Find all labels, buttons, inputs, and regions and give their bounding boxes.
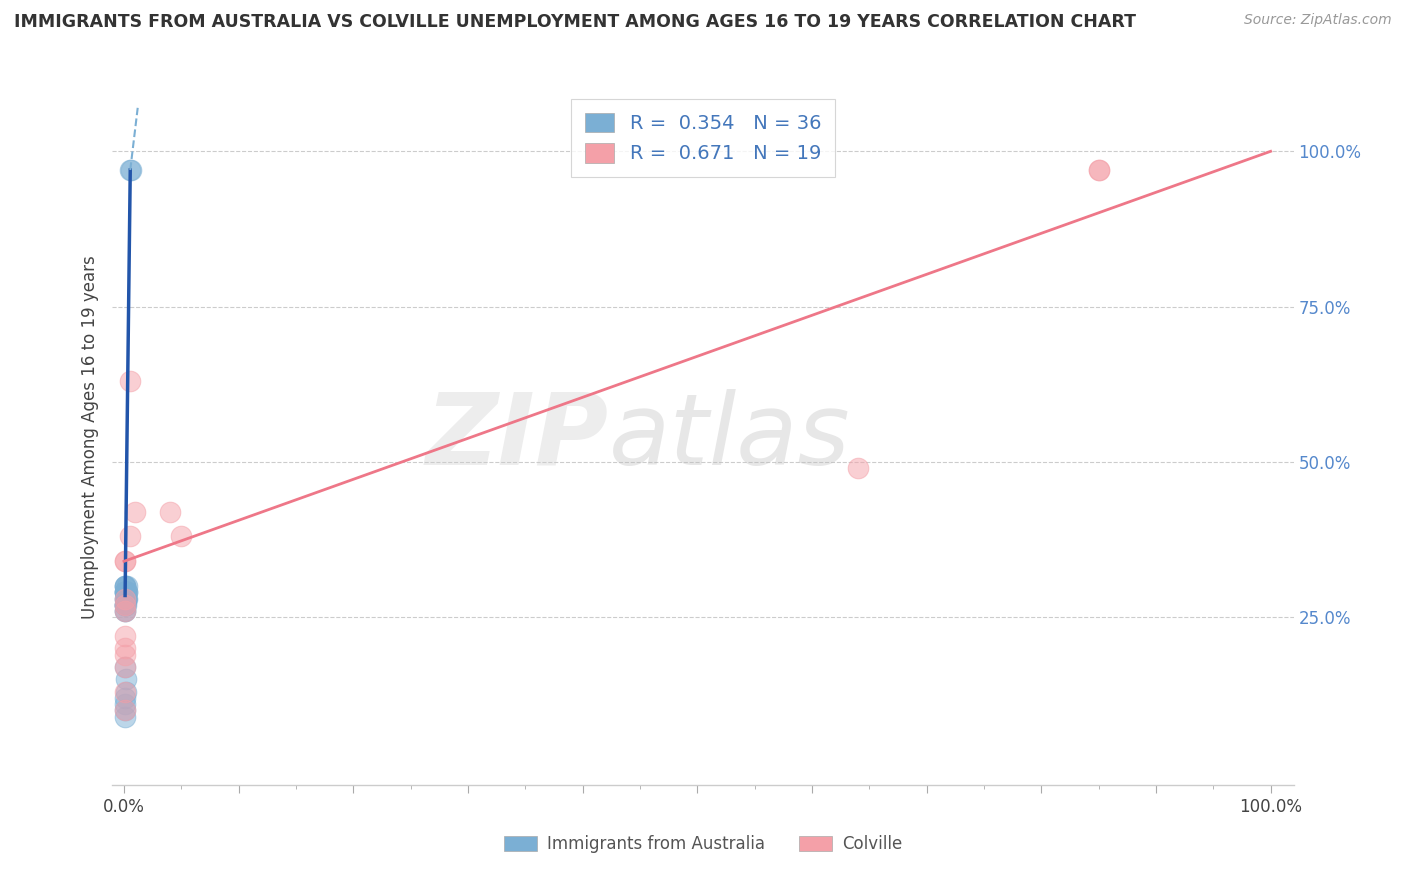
Point: [114, 585, 136, 599]
Text: ZIP: ZIP: [426, 389, 609, 485]
Point: [114, 591, 136, 606]
Point: [114, 579, 136, 593]
Point: [846, 461, 869, 475]
Point: [114, 690, 136, 705]
Legend: Immigrants from Australia, Colville: Immigrants from Australia, Colville: [498, 829, 908, 860]
Point: [120, 163, 142, 178]
Point: [117, 591, 139, 606]
Point: [114, 598, 136, 612]
Point: [114, 579, 136, 593]
Point: [170, 529, 193, 543]
Point: [114, 591, 136, 606]
Point: [114, 641, 136, 656]
Point: [115, 591, 138, 606]
Point: [114, 579, 136, 593]
Point: [1087, 163, 1109, 178]
Point: [114, 554, 136, 568]
Point: [1087, 163, 1109, 178]
Point: [114, 554, 136, 568]
Point: [118, 374, 141, 388]
Point: [118, 163, 141, 178]
Point: [114, 709, 136, 723]
Point: [115, 685, 138, 699]
Point: [114, 604, 136, 618]
Point: [114, 703, 136, 717]
Point: [159, 505, 181, 519]
Point: [114, 660, 136, 674]
Point: [114, 585, 136, 599]
Point: [114, 629, 136, 643]
Point: [117, 585, 139, 599]
Point: [114, 697, 136, 711]
Point: [117, 579, 139, 593]
Y-axis label: Unemployment Among Ages 16 to 19 years: Unemployment Among Ages 16 to 19 years: [80, 255, 98, 619]
Point: [114, 585, 136, 599]
Point: [115, 591, 138, 606]
Point: [114, 598, 136, 612]
Text: IMMIGRANTS FROM AUSTRALIA VS COLVILLE UNEMPLOYMENT AMONG AGES 16 TO 19 YEARS COR: IMMIGRANTS FROM AUSTRALIA VS COLVILLE UN…: [14, 13, 1136, 31]
Point: [115, 598, 138, 612]
Point: [115, 591, 138, 606]
Point: [124, 505, 146, 519]
Point: [114, 604, 136, 618]
Point: [115, 591, 138, 606]
Point: [115, 585, 138, 599]
Point: [115, 591, 138, 606]
Point: [115, 591, 138, 606]
Point: [114, 598, 136, 612]
Text: atlas: atlas: [609, 389, 851, 485]
Point: [114, 598, 136, 612]
Point: [114, 685, 136, 699]
Point: [115, 673, 138, 687]
Point: [114, 648, 136, 662]
Point: [117, 585, 139, 599]
Point: [118, 529, 141, 543]
Text: Source: ZipAtlas.com: Source: ZipAtlas.com: [1244, 13, 1392, 28]
Point: [114, 591, 136, 606]
Point: [114, 703, 136, 717]
Point: [114, 604, 136, 618]
Point: [114, 660, 136, 674]
Point: [114, 598, 136, 612]
Point: [114, 585, 136, 599]
